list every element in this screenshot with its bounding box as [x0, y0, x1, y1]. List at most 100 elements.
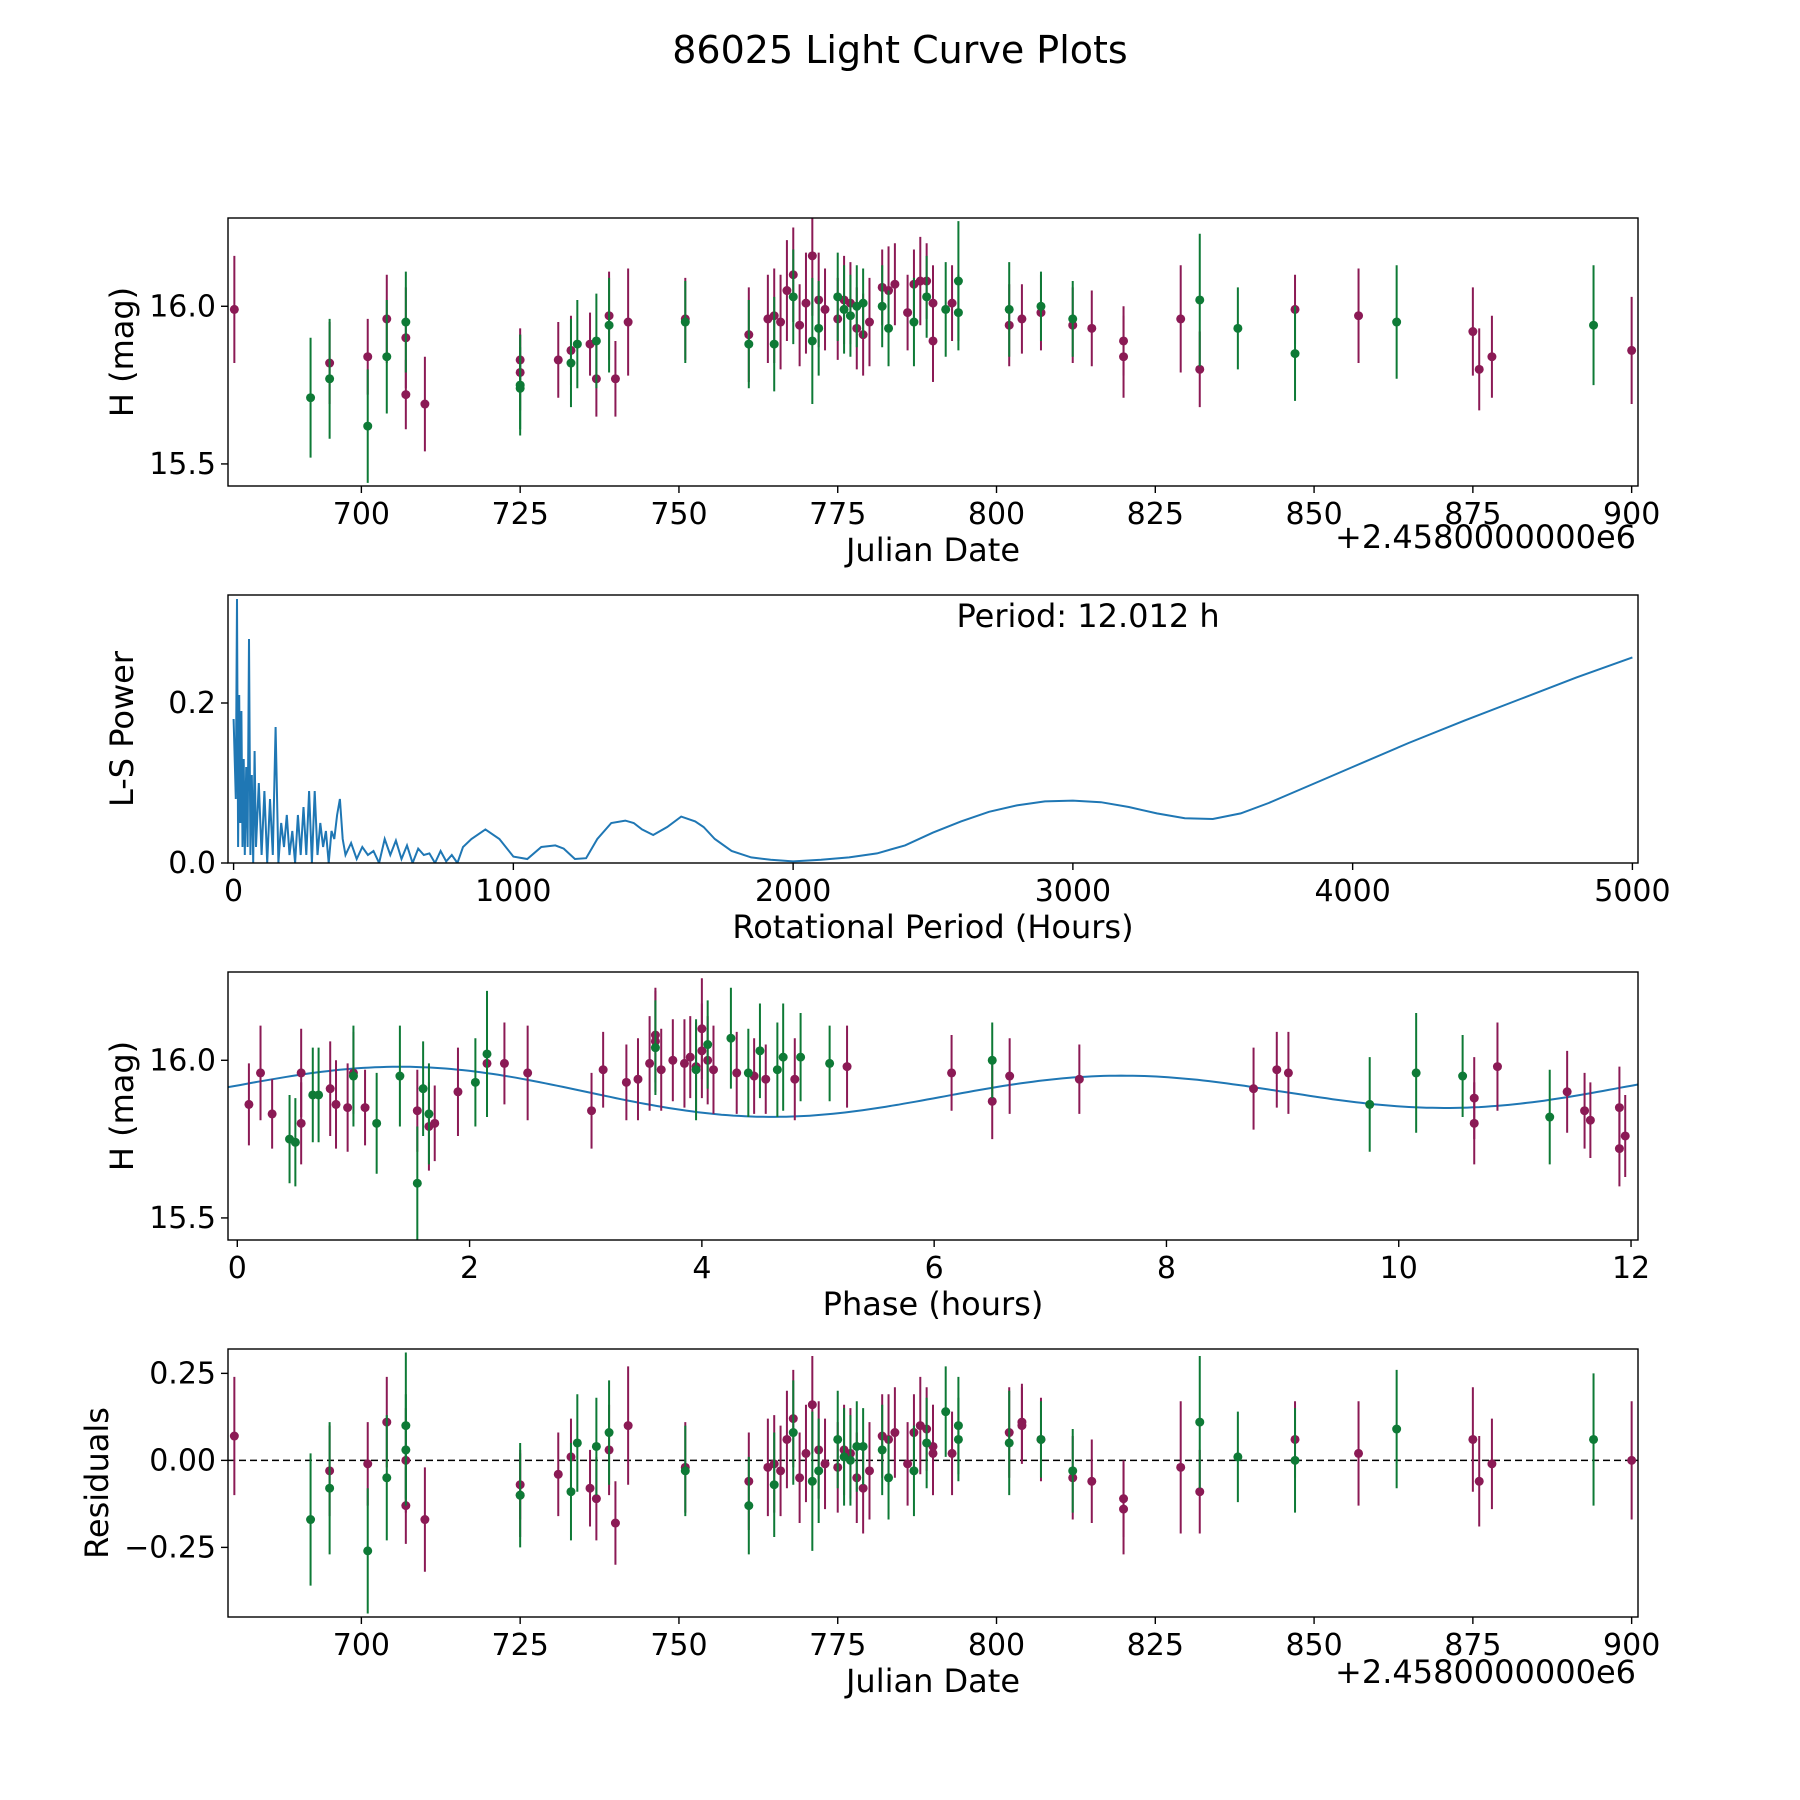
point-marker: [1272, 1065, 1282, 1075]
point-marker: [1614, 1103, 1624, 1113]
data-point: [890, 1387, 900, 1478]
data-point: [343, 1063, 353, 1152]
data-point: [1614, 1110, 1624, 1187]
x-tick-label: 8: [1157, 1251, 1176, 1286]
data-point: [256, 1025, 266, 1121]
point-marker: [708, 1065, 718, 1075]
data-point: [820, 1418, 830, 1510]
point-marker: [296, 1068, 306, 1078]
data-point: [591, 293, 601, 389]
data-point: [523, 1025, 533, 1121]
data-point: [1487, 315, 1497, 398]
data-point: [267, 1079, 277, 1149]
axes-frame: [227, 594, 1639, 864]
point-marker: [591, 1441, 601, 1451]
data-point: [769, 1432, 779, 1537]
point-marker: [623, 317, 633, 327]
x-tick-label: 725: [492, 497, 549, 532]
x-tick-label: 875: [1444, 497, 1501, 532]
data-point: [1474, 328, 1484, 411]
axes-frame: [227, 971, 1639, 1241]
point-marker: [1195, 364, 1205, 374]
data-point: [1585, 1082, 1595, 1159]
point-marker: [1176, 1462, 1186, 1472]
y-axis-label: H (mag): [103, 287, 141, 417]
point-marker: [833, 292, 843, 302]
point-marker: [1249, 1084, 1259, 1094]
point-marker: [1233, 323, 1243, 333]
data-point: [1492, 1022, 1502, 1111]
x-tick-label: 5000: [1594, 874, 1670, 909]
x-tick-label: 775: [809, 497, 866, 532]
point-marker: [801, 298, 811, 308]
data-point: [1562, 1050, 1572, 1133]
point-marker: [987, 1096, 997, 1106]
data-point: [418, 1041, 428, 1136]
point-marker: [645, 1058, 655, 1068]
point-marker: [947, 1448, 957, 1458]
data-point: [1411, 1012, 1421, 1133]
point-marker: [1087, 323, 1097, 333]
x-tick-label: 875: [1444, 1628, 1501, 1663]
point-marker: [1290, 1455, 1300, 1465]
data-point: [470, 1038, 480, 1127]
x-tick-label: 4000: [1314, 874, 1390, 909]
periodogram-line: [232, 598, 1633, 863]
data-point: [839, 265, 849, 354]
x-tick-label: 825: [1127, 497, 1184, 532]
data-point: [680, 1425, 690, 1517]
point-marker: [453, 1087, 463, 1097]
data-point: [1290, 1408, 1300, 1513]
x-tick-label: 0: [224, 874, 243, 909]
fit-model-curve: [228, 1065, 1638, 1118]
point-marker: [987, 1055, 997, 1065]
point-marker: [1392, 1424, 1402, 1434]
data-point: [852, 1401, 862, 1492]
point-marker: [864, 317, 874, 327]
point-marker: [363, 421, 373, 431]
point-marker: [604, 320, 614, 330]
data-point: [306, 337, 316, 458]
data-point: [755, 1003, 765, 1099]
point-marker: [1233, 1452, 1243, 1462]
point-marker: [782, 286, 792, 296]
data-point: [1249, 1047, 1259, 1130]
point-marker: [331, 1099, 341, 1109]
point-marker: [306, 1515, 316, 1525]
point-marker: [585, 1483, 595, 1493]
point-marker: [515, 1490, 525, 1500]
point-marker: [314, 1090, 324, 1100]
y-tick-label: −0.25: [124, 1530, 216, 1565]
data-point: [801, 1404, 811, 1503]
subplot-phase-fold: 0 2 4 6 8 10 12 15.5 16.0 Phase (hours) H (mag): [103, 971, 1650, 1323]
data-point: [1176, 1401, 1186, 1534]
point-marker: [679, 1058, 689, 1068]
data-point: [1087, 1439, 1097, 1524]
point-marker: [820, 1459, 830, 1469]
point-marker: [668, 1055, 678, 1065]
series-green: [306, 221, 1599, 483]
point-marker: [1017, 314, 1027, 324]
data-point: [909, 1425, 919, 1517]
point-marker: [1627, 1455, 1637, 1465]
data-point: [761, 1044, 771, 1114]
point-marker: [877, 1445, 887, 1455]
point-marker: [401, 390, 411, 400]
data-point: [566, 318, 576, 408]
series-maroon: [229, 218, 1637, 452]
data-point: [1195, 233, 1205, 367]
data-point: [645, 1016, 655, 1111]
data-point: [763, 1418, 773, 1517]
point-marker: [656, 1065, 666, 1075]
data-point: [515, 1442, 525, 1548]
data-point: [623, 1366, 633, 1485]
plot-area: [229, 218, 1637, 483]
point-marker: [1119, 352, 1129, 362]
point-marker: [325, 374, 335, 384]
axes-frame: [227, 1348, 1639, 1618]
series-maroon: [244, 978, 1630, 1187]
series-green: [306, 1352, 1599, 1614]
data-point: [1005, 1038, 1015, 1114]
x-tick-label: 4: [692, 1251, 711, 1286]
point-marker: [680, 1466, 690, 1476]
